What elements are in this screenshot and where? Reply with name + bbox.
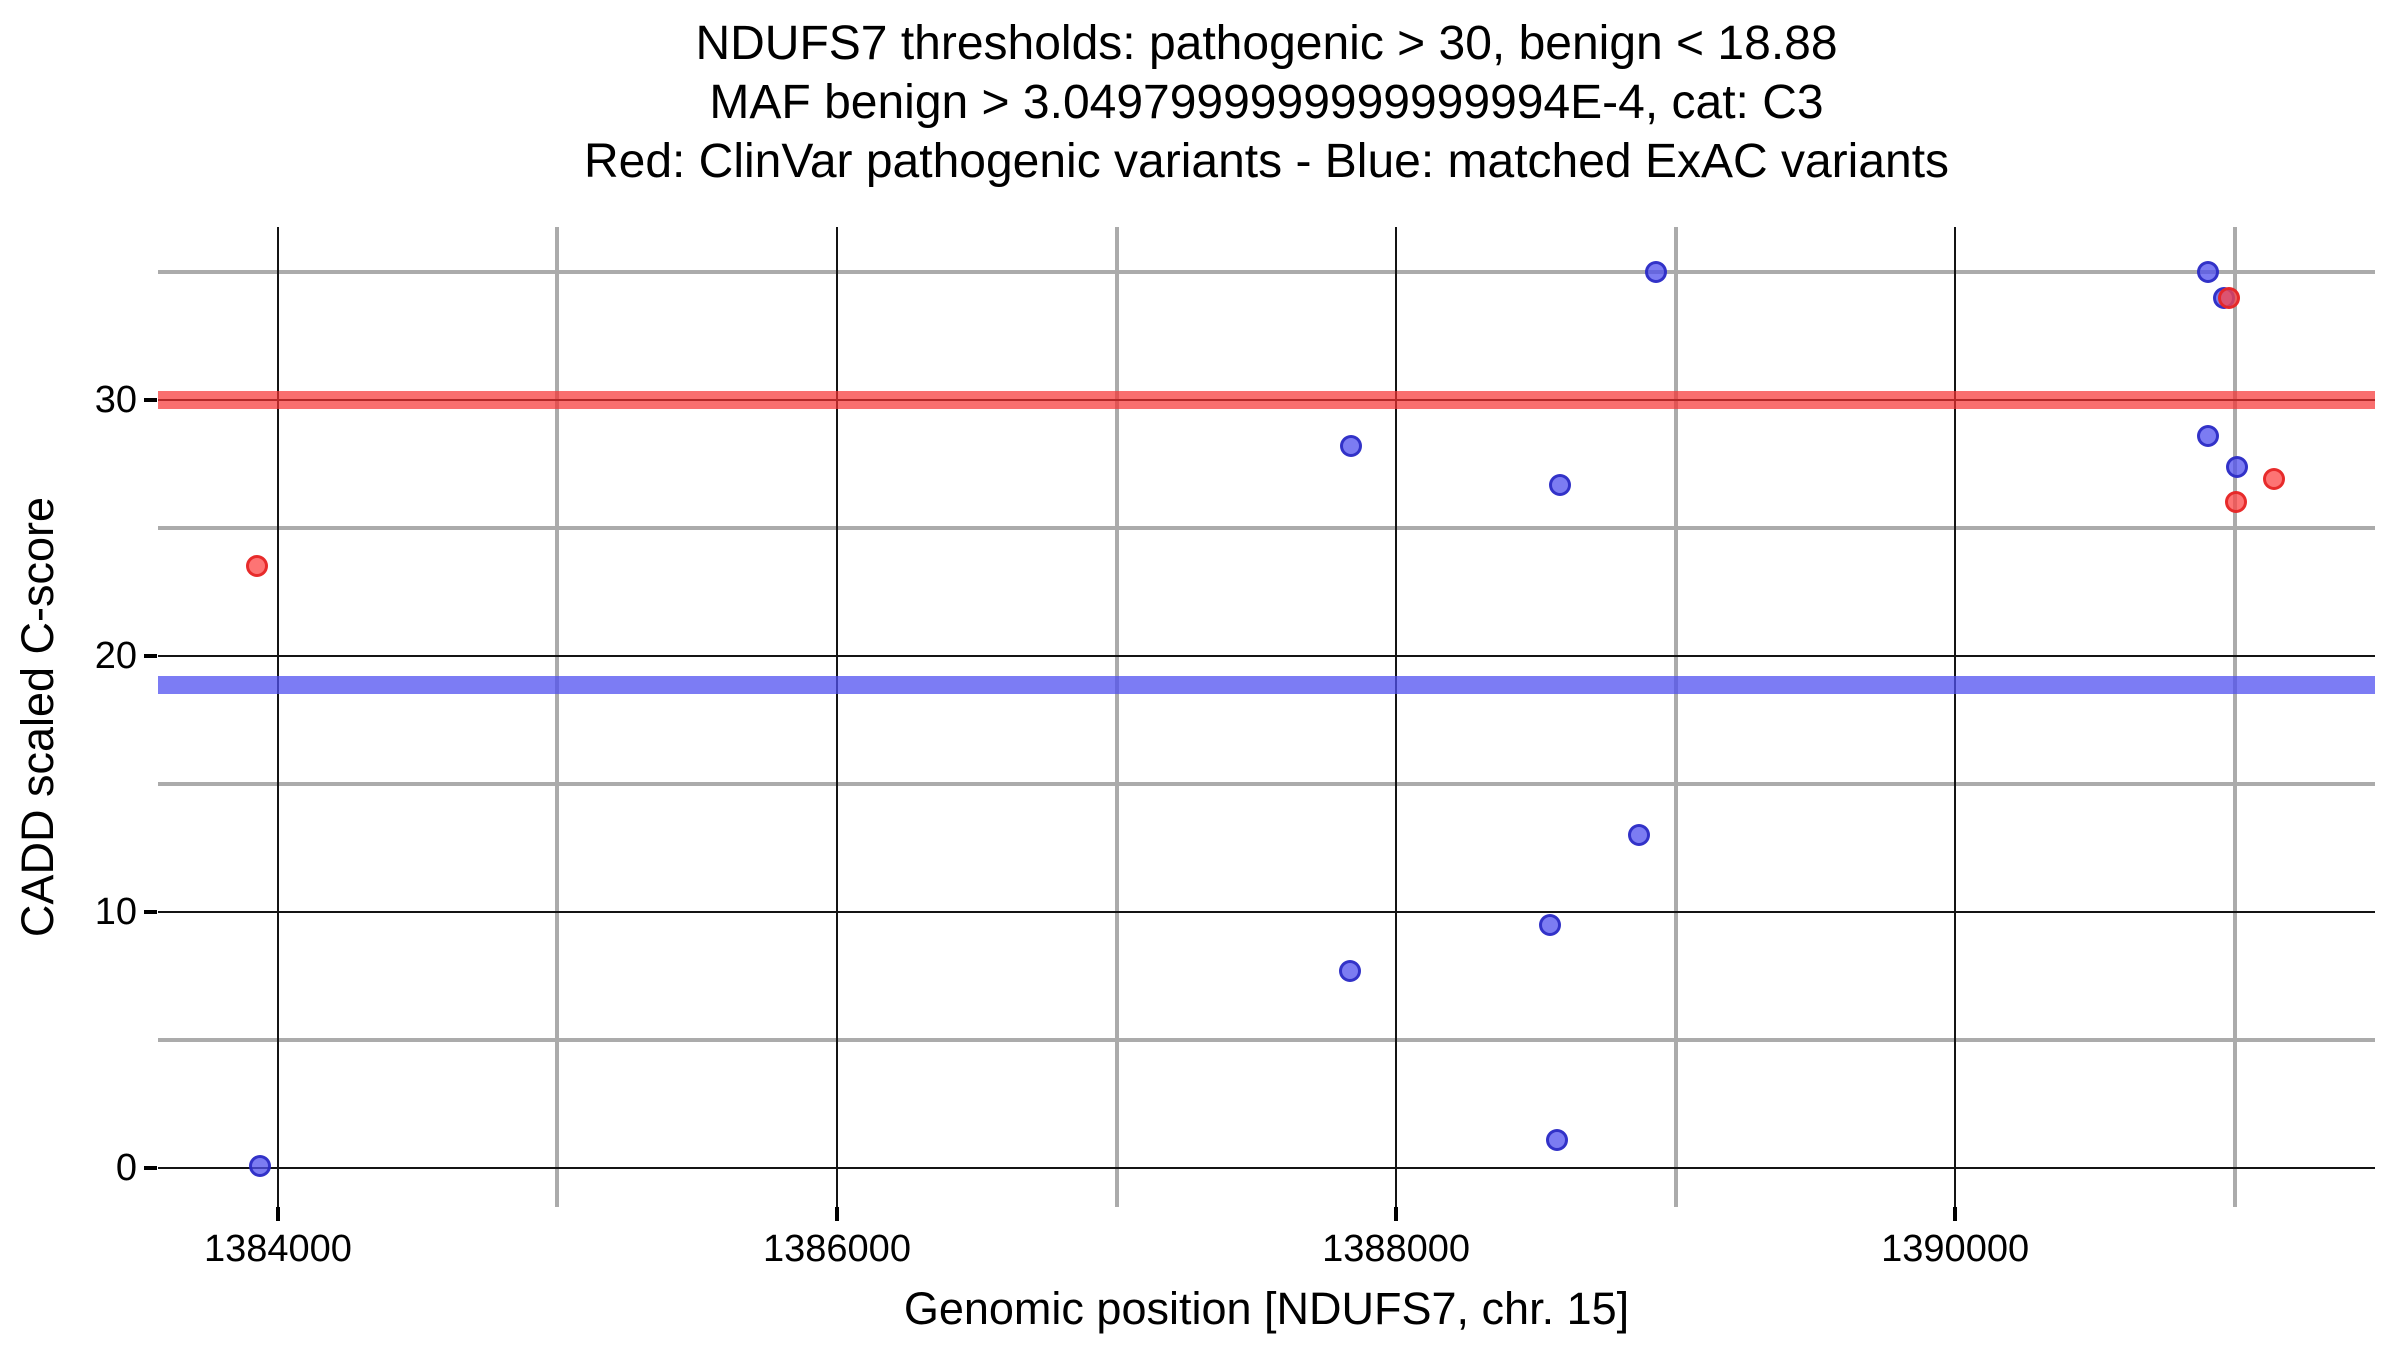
scatter-point-exac xyxy=(249,1154,272,1177)
scatter-point-exac xyxy=(2226,455,2249,478)
scatter-point-pathogenic xyxy=(2218,286,2241,309)
y-tick-mark xyxy=(144,654,157,659)
y-gridline-major xyxy=(158,911,2375,914)
y-axis-title: CADD scaled C-score xyxy=(12,496,63,938)
y-tick-label: 30 xyxy=(94,379,137,422)
scatter-point-exac xyxy=(1340,435,1363,458)
y-gridline-minor xyxy=(158,270,2375,275)
x-tick-label: 1388000 xyxy=(1322,1228,1471,1270)
scatter-point-pathogenic xyxy=(2225,491,2248,514)
x-tick-mark xyxy=(834,1207,839,1221)
y-tick-label: 20 xyxy=(94,635,137,678)
pathogenic-threshold-band xyxy=(158,391,2375,410)
y-tick-mark xyxy=(144,1166,157,1171)
scatter-point-exac xyxy=(1627,824,1650,847)
scatter-point-exac xyxy=(1645,261,1668,284)
scatter-point-exac xyxy=(1338,959,1361,982)
x-gridline-major xyxy=(1395,227,1398,1207)
scatter-point-pathogenic xyxy=(2263,468,2286,491)
x-tick-mark xyxy=(275,1207,280,1221)
scatter-point-pathogenic xyxy=(245,555,268,578)
y-gridline-major xyxy=(158,1167,2375,1170)
x-tick-label: 1384000 xyxy=(203,1228,352,1270)
chart-title: NDUFS7 thresholds: pathogenic > 30, beni… xyxy=(158,14,2375,191)
x-gridline-minor xyxy=(555,227,560,1207)
y-gridline-minor xyxy=(158,526,2375,531)
x-gridline-major xyxy=(835,227,838,1207)
scatter-point-exac xyxy=(1546,1128,1569,1151)
y-gridline-minor xyxy=(158,782,2375,787)
chart-title-line-2: MAF benign > 3.0497999999999999994E-4, c… xyxy=(709,76,1824,129)
x-gridline-major xyxy=(276,227,279,1207)
chart-title-line-3: Red: ClinVar pathogenic variants - Blue:… xyxy=(583,135,1950,188)
y-gridline-major xyxy=(158,655,2375,658)
y-tick-mark xyxy=(144,910,157,915)
x-gridline-minor xyxy=(1673,227,1678,1207)
x-gridline-minor xyxy=(1114,227,1119,1207)
scatter-point-exac xyxy=(2197,261,2220,284)
x-tick-label: 1390000 xyxy=(1881,1228,2030,1270)
chart-title-line-1: NDUFS7 thresholds: pathogenic > 30, beni… xyxy=(695,17,1838,70)
scatter-point-exac xyxy=(1539,913,1562,936)
x-tick-label: 1386000 xyxy=(763,1228,911,1270)
y-tick-label: 10 xyxy=(94,891,137,934)
x-axis-title: Genomic position [NDUFS7, chr. 15] xyxy=(903,1283,1630,1334)
x-gridline-minor xyxy=(2232,227,2237,1207)
scatter-point-exac xyxy=(1549,473,1572,496)
x-tick-mark xyxy=(1394,1207,1399,1221)
y-gridline-minor xyxy=(158,1038,2375,1043)
benign-threshold-band xyxy=(158,675,2375,694)
y-tick-mark xyxy=(144,398,157,403)
scatter-point-exac xyxy=(2197,424,2220,447)
x-gridline-major xyxy=(1954,227,1957,1207)
y-tick-label: 0 xyxy=(115,1147,137,1190)
x-tick-mark xyxy=(1953,1207,1958,1221)
